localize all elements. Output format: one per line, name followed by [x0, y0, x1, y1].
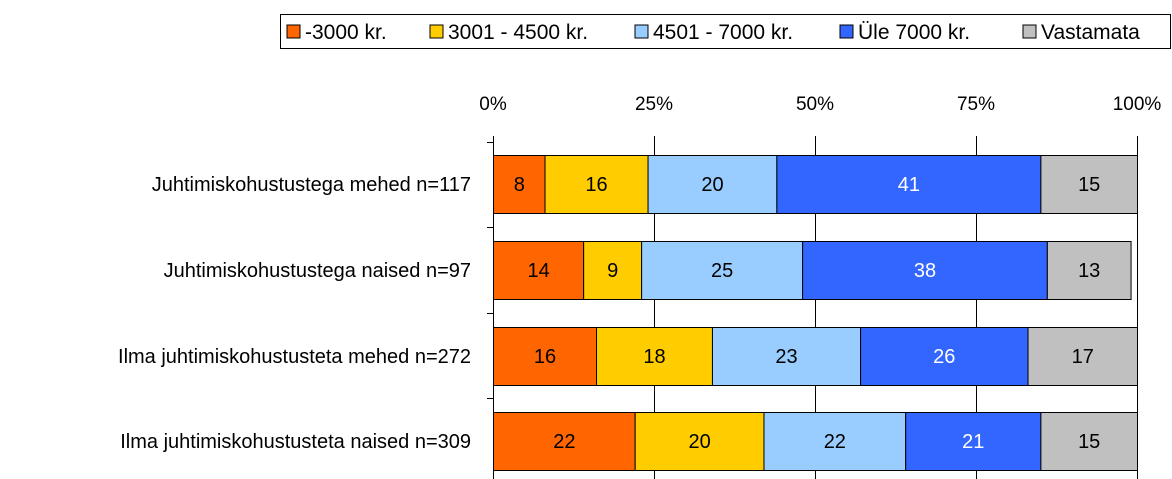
bar-segment [1027, 327, 1139, 386]
legend-swatch [839, 24, 854, 39]
x-tick-label: 50% [796, 94, 834, 115]
data-label: 16 [534, 346, 556, 368]
data-label: 8 [514, 174, 525, 196]
bar-segment [860, 327, 1029, 386]
bar-segment [544, 155, 649, 214]
data-label: 41 [898, 174, 920, 196]
data-label: 20 [688, 431, 710, 453]
legend-item-3: 4501 - 7000 kr. [634, 21, 793, 44]
legend-item-1: -3000 kr. [286, 21, 387, 44]
bar-row: 8 16 20 41 15 [493, 155, 1139, 214]
data-label: 38 [914, 260, 936, 282]
data-label: 22 [553, 431, 575, 453]
legend-label: Üle 7000 kr. [858, 21, 970, 44]
legend-label: 4501 - 7000 kr. [653, 21, 793, 44]
data-label: 16 [585, 174, 607, 196]
category-label: Juhtimiskohustustega mehed n=117 [152, 174, 471, 196]
legend-frame [280, 14, 1171, 49]
data-label: 21 [962, 431, 984, 453]
legend-item-4: Üle 7000 kr. [839, 21, 970, 44]
data-label: 15 [1078, 174, 1100, 196]
legend-label: Vastamata [1041, 21, 1140, 44]
legend: -3000 kr. 3001 - 4500 kr. 4501 - 7000 kr. Ü… [280, 14, 1171, 49]
data-label: 14 [527, 260, 549, 282]
x-tick-label: 25% [635, 94, 673, 115]
legend-label: -3000 kr. [305, 21, 387, 44]
bar-segment [647, 155, 778, 214]
bar-segment [634, 412, 765, 471]
category-labels: Juhtimiskohustustega mehed n=117 Juhtimis… [118, 174, 471, 453]
data-label: 23 [775, 346, 797, 368]
bars: 8 16 20 41 15 14 9 25 38 13 16 18 23 26 17 22 20 22 21 15 [493, 155, 1139, 471]
x-tick-label: 100% [1113, 94, 1162, 115]
bar-segment [1040, 155, 1139, 214]
bar-segment [493, 327, 598, 386]
bar-row: 22 20 22 21 15 [493, 412, 1139, 471]
legend-item-5: Vastamata [1022, 21, 1140, 44]
data-label: 22 [824, 431, 846, 453]
data-label: 26 [933, 346, 955, 368]
bar-segment [711, 327, 862, 386]
bar-row: 14 9 25 38 13 [493, 241, 1132, 300]
category-label: Juhtimiskohustustega naised n=97 [164, 260, 471, 282]
legend-swatch [634, 24, 649, 39]
bar-segment [596, 327, 713, 386]
bar-segment [493, 412, 636, 471]
bar-segment [776, 155, 1042, 214]
legend-item-2: 3001 - 4500 kr. [429, 21, 588, 44]
bar-segment [1040, 412, 1139, 471]
data-label: 25 [711, 260, 733, 282]
bar-segment [1046, 241, 1132, 300]
x-tick-label: 75% [957, 94, 995, 115]
bar-segment [802, 241, 1048, 300]
legend-swatch [286, 24, 301, 39]
data-label: 18 [643, 346, 665, 368]
data-label: 13 [1078, 260, 1100, 282]
legend-label: 3001 - 4500 kr. [448, 21, 588, 44]
x-tick-label: 0% [479, 94, 507, 115]
legend-swatch [1022, 24, 1037, 39]
data-label: 17 [1072, 346, 1094, 368]
x-axis-tick-labels: 0% 25% 50% 75% 100% [479, 94, 1161, 115]
bar-row: 16 18 23 26 17 [493, 327, 1139, 386]
category-label: Ilma juhtimiskohustusteta mehed n=272 [118, 346, 471, 368]
axes [487, 142, 494, 479]
bar-segment [493, 241, 585, 300]
bar-segment [641, 241, 804, 300]
bar-segment [763, 412, 907, 471]
legend-swatch [429, 24, 444, 39]
data-label: 20 [701, 174, 723, 196]
data-label: 15 [1078, 431, 1100, 453]
category-label: Ilma juhtimiskohustusteta naised n=309 [120, 431, 471, 453]
data-label: 9 [607, 260, 618, 282]
